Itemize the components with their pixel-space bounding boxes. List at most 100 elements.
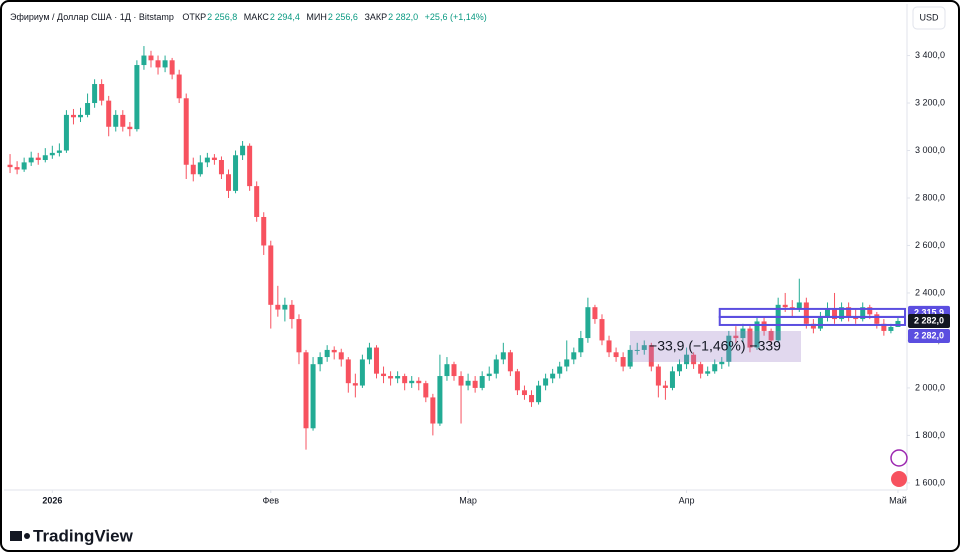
candle-body bbox=[529, 395, 535, 403]
candle-body bbox=[381, 373, 387, 377]
header-line: Эфириум / Доллар США · 1Д · Bitstamp ОТК… bbox=[10, 12, 487, 22]
candle-body bbox=[493, 359, 499, 374]
candle-body bbox=[881, 323, 887, 331]
candle-body bbox=[669, 371, 675, 388]
measure-text: −33,9 (−1,46%) −339 bbox=[649, 338, 781, 354]
candle-body bbox=[613, 352, 619, 358]
ohlc-label: ЗАКР bbox=[364, 12, 387, 22]
y-tick-label: 2 600,0 bbox=[915, 240, 945, 250]
x-tick-label: Фев bbox=[262, 495, 279, 505]
candle-body bbox=[782, 304, 788, 308]
events-icon[interactable] bbox=[891, 471, 907, 487]
candle-body bbox=[761, 321, 767, 331]
candle-body bbox=[352, 383, 358, 386]
candle-body bbox=[247, 145, 253, 187]
y-tick-label: 3 000,0 bbox=[915, 145, 945, 155]
candle-body bbox=[832, 309, 838, 320]
candle-body bbox=[796, 302, 802, 310]
candle-body bbox=[289, 304, 295, 320]
price-label-bg bbox=[908, 313, 950, 328]
ohlc-value: 2 256,8 bbox=[207, 12, 237, 22]
candle-body bbox=[345, 359, 351, 384]
candle-body bbox=[275, 304, 281, 310]
candle-body bbox=[557, 366, 563, 374]
candle-body bbox=[409, 380, 415, 384]
candle-body bbox=[585, 307, 591, 339]
candle-body bbox=[296, 319, 302, 353]
candle-body bbox=[655, 366, 661, 386]
measure-box bbox=[630, 331, 801, 362]
candle-body bbox=[99, 84, 105, 101]
candle-body bbox=[70, 114, 76, 118]
y-tick-label: 3 400,0 bbox=[915, 50, 945, 60]
candle-body bbox=[240, 145, 246, 156]
candle-body bbox=[63, 114, 69, 151]
candle-body bbox=[888, 326, 894, 331]
symbol: Эфириум / Доллар США · 1Д · Bitstamp bbox=[10, 12, 174, 22]
candle-body bbox=[747, 328, 753, 348]
y-tick-label: 2 800,0 bbox=[915, 192, 945, 202]
logo-text: TradingView bbox=[33, 526, 134, 545]
candle-body bbox=[402, 376, 408, 384]
logo-mark bbox=[10, 531, 22, 541]
candle-body bbox=[148, 55, 154, 61]
candle-body bbox=[226, 174, 231, 191]
ohlc-label: МАКС bbox=[244, 12, 270, 22]
y-tick-label: 1 600,0 bbox=[915, 477, 945, 487]
candle-body bbox=[846, 307, 852, 317]
candle-body bbox=[56, 150, 62, 153]
candle-body bbox=[21, 162, 27, 170]
candle-body bbox=[719, 361, 725, 365]
candle-body bbox=[42, 155, 48, 161]
ohlc-label: ОТКР bbox=[182, 12, 206, 22]
candle-body bbox=[641, 345, 647, 350]
candle-body bbox=[395, 376, 401, 379]
candle-body bbox=[768, 330, 774, 341]
candle-body bbox=[162, 60, 168, 68]
candle-body bbox=[507, 352, 513, 372]
x-tick-label: 2026 bbox=[42, 495, 62, 505]
candle-body bbox=[437, 376, 443, 424]
price-label-bg bbox=[908, 328, 950, 343]
candle-body bbox=[416, 380, 422, 384]
candle-body bbox=[7, 164, 13, 168]
candle-body bbox=[514, 371, 520, 391]
candle-body bbox=[599, 319, 605, 341]
candle-body bbox=[874, 314, 880, 324]
candle-body bbox=[564, 359, 570, 367]
candle-body bbox=[14, 167, 20, 170]
candle-body bbox=[303, 352, 309, 429]
candle-body bbox=[684, 354, 690, 365]
x-tick-label: Мар bbox=[459, 495, 477, 505]
candle-body bbox=[310, 364, 316, 429]
change: +25,6 (+1,14%) bbox=[425, 12, 487, 22]
candle-body bbox=[190, 164, 196, 175]
candle-body bbox=[620, 357, 626, 367]
y-tick-label: 1 800,0 bbox=[915, 430, 945, 440]
candle-body bbox=[430, 397, 436, 424]
candle-body bbox=[627, 349, 633, 367]
candle-body bbox=[197, 162, 203, 175]
candle-body bbox=[92, 84, 98, 104]
candle-body bbox=[35, 157, 41, 161]
alert-icon[interactable] bbox=[890, 449, 908, 467]
candle-body bbox=[592, 307, 598, 320]
currency-button[interactable] bbox=[912, 6, 946, 30]
candle-body bbox=[824, 309, 830, 317]
price-label: 2 282,0 bbox=[914, 315, 944, 325]
candle-body bbox=[803, 302, 809, 324]
candle-body bbox=[106, 100, 112, 127]
candle-body bbox=[740, 328, 746, 339]
x-tick-label: Май bbox=[889, 495, 907, 505]
candle-body bbox=[373, 347, 379, 374]
candle-body bbox=[817, 316, 823, 329]
candle-body bbox=[183, 98, 189, 165]
candle-body bbox=[571, 352, 577, 360]
candle-body bbox=[895, 320, 901, 327]
candle-body bbox=[282, 304, 288, 310]
candle-body bbox=[810, 323, 816, 329]
candle-body bbox=[120, 114, 126, 127]
currency[interactable]: USD bbox=[919, 12, 939, 22]
